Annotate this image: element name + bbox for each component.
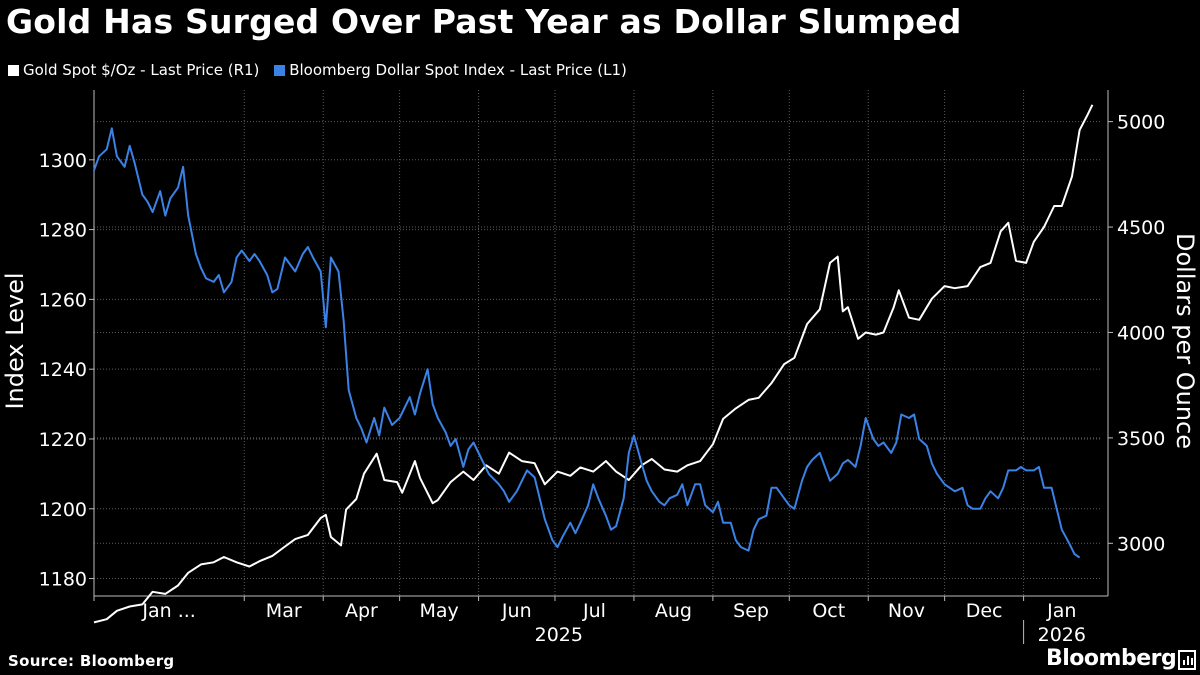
left-tick-label: 1280 [39,220,87,242]
x-tick-label: Jul [582,600,606,622]
year-label-2025: 2025 [535,624,583,646]
x-tick-label: Jun [501,600,532,622]
gold-price-line [93,104,1094,624]
right-tick-label: 4000 [1117,322,1165,344]
x-tick-label: Jan [1046,600,1076,622]
left-tick-label: 1220 [39,429,87,451]
right-tick-label: 4500 [1117,217,1165,239]
x-tick-label: Jan ... [141,600,195,622]
legend-swatch-dollar [274,64,286,76]
legend-item-gold: Gold Spot $/Oz - Last Price (R1) [8,61,259,79]
left-tick-label: 1240 [39,359,87,381]
right-axis-title: Dollars per Ounce [1171,233,1199,449]
x-tick-label: Nov [888,600,925,622]
right-tick-label: 3000 [1117,533,1165,555]
x-tick-label: May [419,600,458,622]
left-tick-label: 1260 [39,289,87,311]
legend-label-dollar: Bloomberg Dollar Spot Index - Last Price… [289,61,627,79]
right-tick-label: 3500 [1117,428,1165,450]
x-tick-label: Apr [345,600,378,622]
left-tick-label: 1180 [39,569,87,591]
source-note: Source: Bloomberg [8,652,175,670]
chart-title: Gold Has Surged Over Past Year as Dollar… [6,2,962,41]
x-tick-label: Mar [266,600,302,622]
x-tick-label: Oct [812,600,845,622]
year-label-2026: 2026 [1038,624,1086,646]
legend-item-dollar: Bloomberg Dollar Spot Index - Last Price… [274,61,627,79]
x-tick-label: Sep [733,600,769,622]
dollar-index-line [93,127,1081,559]
left-axis-title: Index Level [1,272,29,409]
x-tick-label: Dec [966,600,1003,622]
legend: Gold Spot $/Oz - Last Price (R1) Bloombe… [8,61,637,80]
terminal-icon [1178,650,1196,670]
left-tick-label: 1200 [39,499,87,521]
x-tick-label: Aug [655,600,692,622]
grid-lines [93,90,1100,596]
axes: 1180 1200 1220 1240 1260 1280 1300 3000 3500 4000… [39,90,1165,646]
legend-label-gold: Gold Spot $/Oz - Last Price (R1) [23,61,260,79]
bloomberg-logo: Bloomberg [1046,646,1177,671]
series-lines [93,104,1094,624]
legend-swatch-gold [8,64,19,76]
right-tick-label: 5000 [1117,112,1165,134]
left-tick-label: 1300 [39,150,87,172]
